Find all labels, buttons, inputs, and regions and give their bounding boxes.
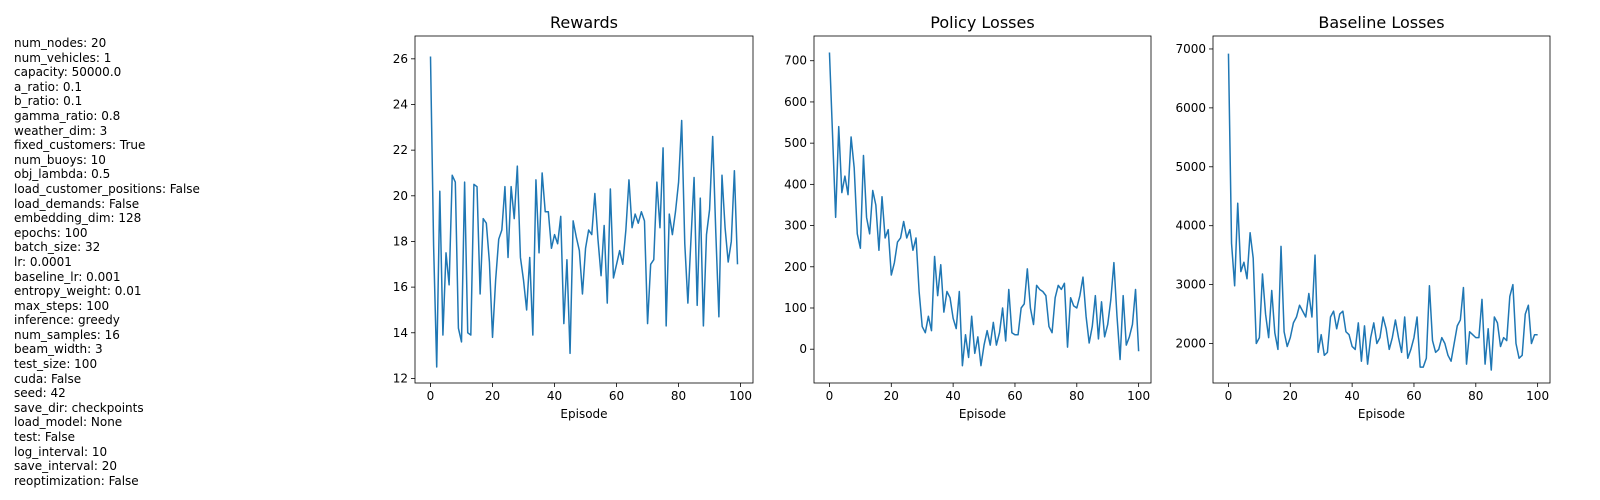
parameter-list: num_nodes: 20 num_vehicles: 1 capacity: 50… [14,36,200,488]
y-tick-label: 0 [799,342,807,356]
y-tick-label: 14 [393,326,408,340]
x-tick-label: 0 [427,389,435,403]
x-tick-label: 100 [729,389,752,403]
y-tick-label: 5000 [1175,160,1206,174]
x-tick-label: 60 [1007,389,1022,403]
y-tick-label: 18 [393,234,408,248]
chart-title: Baseline Losses [1318,13,1444,32]
x-tick-label: 0 [1225,389,1233,403]
x-axis-label: Episode [959,407,1006,421]
parameter-item: log_interval: 10 [14,444,108,459]
parameter-item: max_steps: 100 [14,298,110,313]
chart-panel: Baseline Losses 0 20 40 60 80 100 2000 3000 4000 5… [1175,13,1551,421]
y-tick-label: 2000 [1175,337,1206,351]
parameter-item: b_ratio: 0.1 [14,94,83,109]
parameter-item: reoptimization: False [14,473,139,488]
x-tick-label: 60 [609,389,624,403]
y-tick-label: 100 [784,301,807,315]
parameter-item: save_interval: 20 [14,459,117,474]
x-tick-label: 60 [1406,389,1421,403]
y-tick-label: 20 [393,189,408,203]
series-line [828,52,1140,367]
parameter-item: save_dir: checkpoints [14,400,144,415]
x-tick-label: 40 [945,389,960,403]
parameter-item: num_nodes: 20 [14,36,107,50]
x-tick-label: 40 [547,389,562,403]
x-tick-label: 100 [1526,389,1549,403]
series-line [429,56,739,368]
chart-panel: Rewards 0 20 40 60 80 100 12 14 16 18 20 22 24 26 Episo… [393,13,754,421]
y-tick-label: 3000 [1175,278,1206,292]
parameter-item: beam_width: 3 [14,342,103,357]
axes-frame [813,35,1152,384]
parameter-item: a_ratio: 0.1 [14,79,82,94]
parameter-item: entropy_weight: 0.01 [14,284,142,299]
y-tick-label: 500 [784,136,807,150]
parameter-item: weather_dim: 3 [14,123,108,138]
series-line [1227,53,1538,371]
x-tick-label: 20 [1283,389,1298,403]
y-tick-label: 12 [393,371,408,385]
chart-title: Rewards [550,13,618,32]
parameter-item: embedding_dim: 128 [14,211,142,226]
parameter-item: num_buoys: 10 [14,152,106,167]
parameter-item: num_samples: 16 [14,327,120,342]
y-tick-label: 600 [784,95,807,109]
y-tick-label: 7000 [1175,42,1206,56]
y-tick-label: 400 [784,177,807,191]
parameter-item: epochs: 100 [14,225,88,240]
parameter-item: lr: 0.0001 [14,254,72,269]
x-tick-label: 0 [826,389,834,403]
y-tick-label: 24 [393,97,408,111]
y-tick-label: 26 [393,52,408,66]
parameter-item: capacity: 50000.0 [14,65,122,80]
parameter-item: obj_lambda: 0.5 [14,167,111,182]
parameter-item: seed: 42 [14,386,66,401]
x-tick-label: 80 [1468,389,1483,403]
parameter-item: num_vehicles: 1 [14,50,112,65]
parameter-item: batch_size: 32 [14,240,101,255]
parameter-item: baseline_lr: 0.001 [14,269,121,284]
y-tick-label: 700 [784,54,807,68]
x-tick-label: 100 [1127,389,1150,403]
parameter-item: test_size: 100 [14,357,98,372]
parameter-item: fixed_customers: True [14,138,146,153]
parameter-item: load_demands: False [14,196,140,211]
parameter-item: cuda: False [14,371,82,386]
x-tick-label: 80 [671,389,686,403]
chart-title: Policy Losses [930,13,1034,32]
x-axis-label: Episode [560,407,607,421]
x-tick-label: 20 [884,389,899,403]
y-tick-label: 200 [784,260,807,274]
x-tick-label: 40 [1344,389,1359,403]
y-tick-label: 22 [393,143,408,157]
parameter-item: test: False [14,430,76,445]
parameter-item: load_customer_positions: False [14,181,200,196]
axes-frame [414,35,754,384]
x-tick-label: 20 [485,389,500,403]
x-axis-label: Episode [1358,407,1405,421]
y-tick-label: 300 [784,219,807,233]
axes-frame [1212,35,1551,384]
y-tick-label: 16 [393,280,408,294]
x-tick-label: 80 [1069,389,1084,403]
parameter-item: inference: greedy [14,313,120,328]
y-tick-label: 6000 [1175,101,1206,115]
parameter-item: load_model: None [14,415,123,430]
y-tick-label: 4000 [1175,219,1206,233]
parameter-item: gamma_ratio: 0.8 [14,108,121,123]
chart-panel: Policy Losses 0 20 40 60 80 100 0 100 200 300 400 50… [784,13,1152,421]
